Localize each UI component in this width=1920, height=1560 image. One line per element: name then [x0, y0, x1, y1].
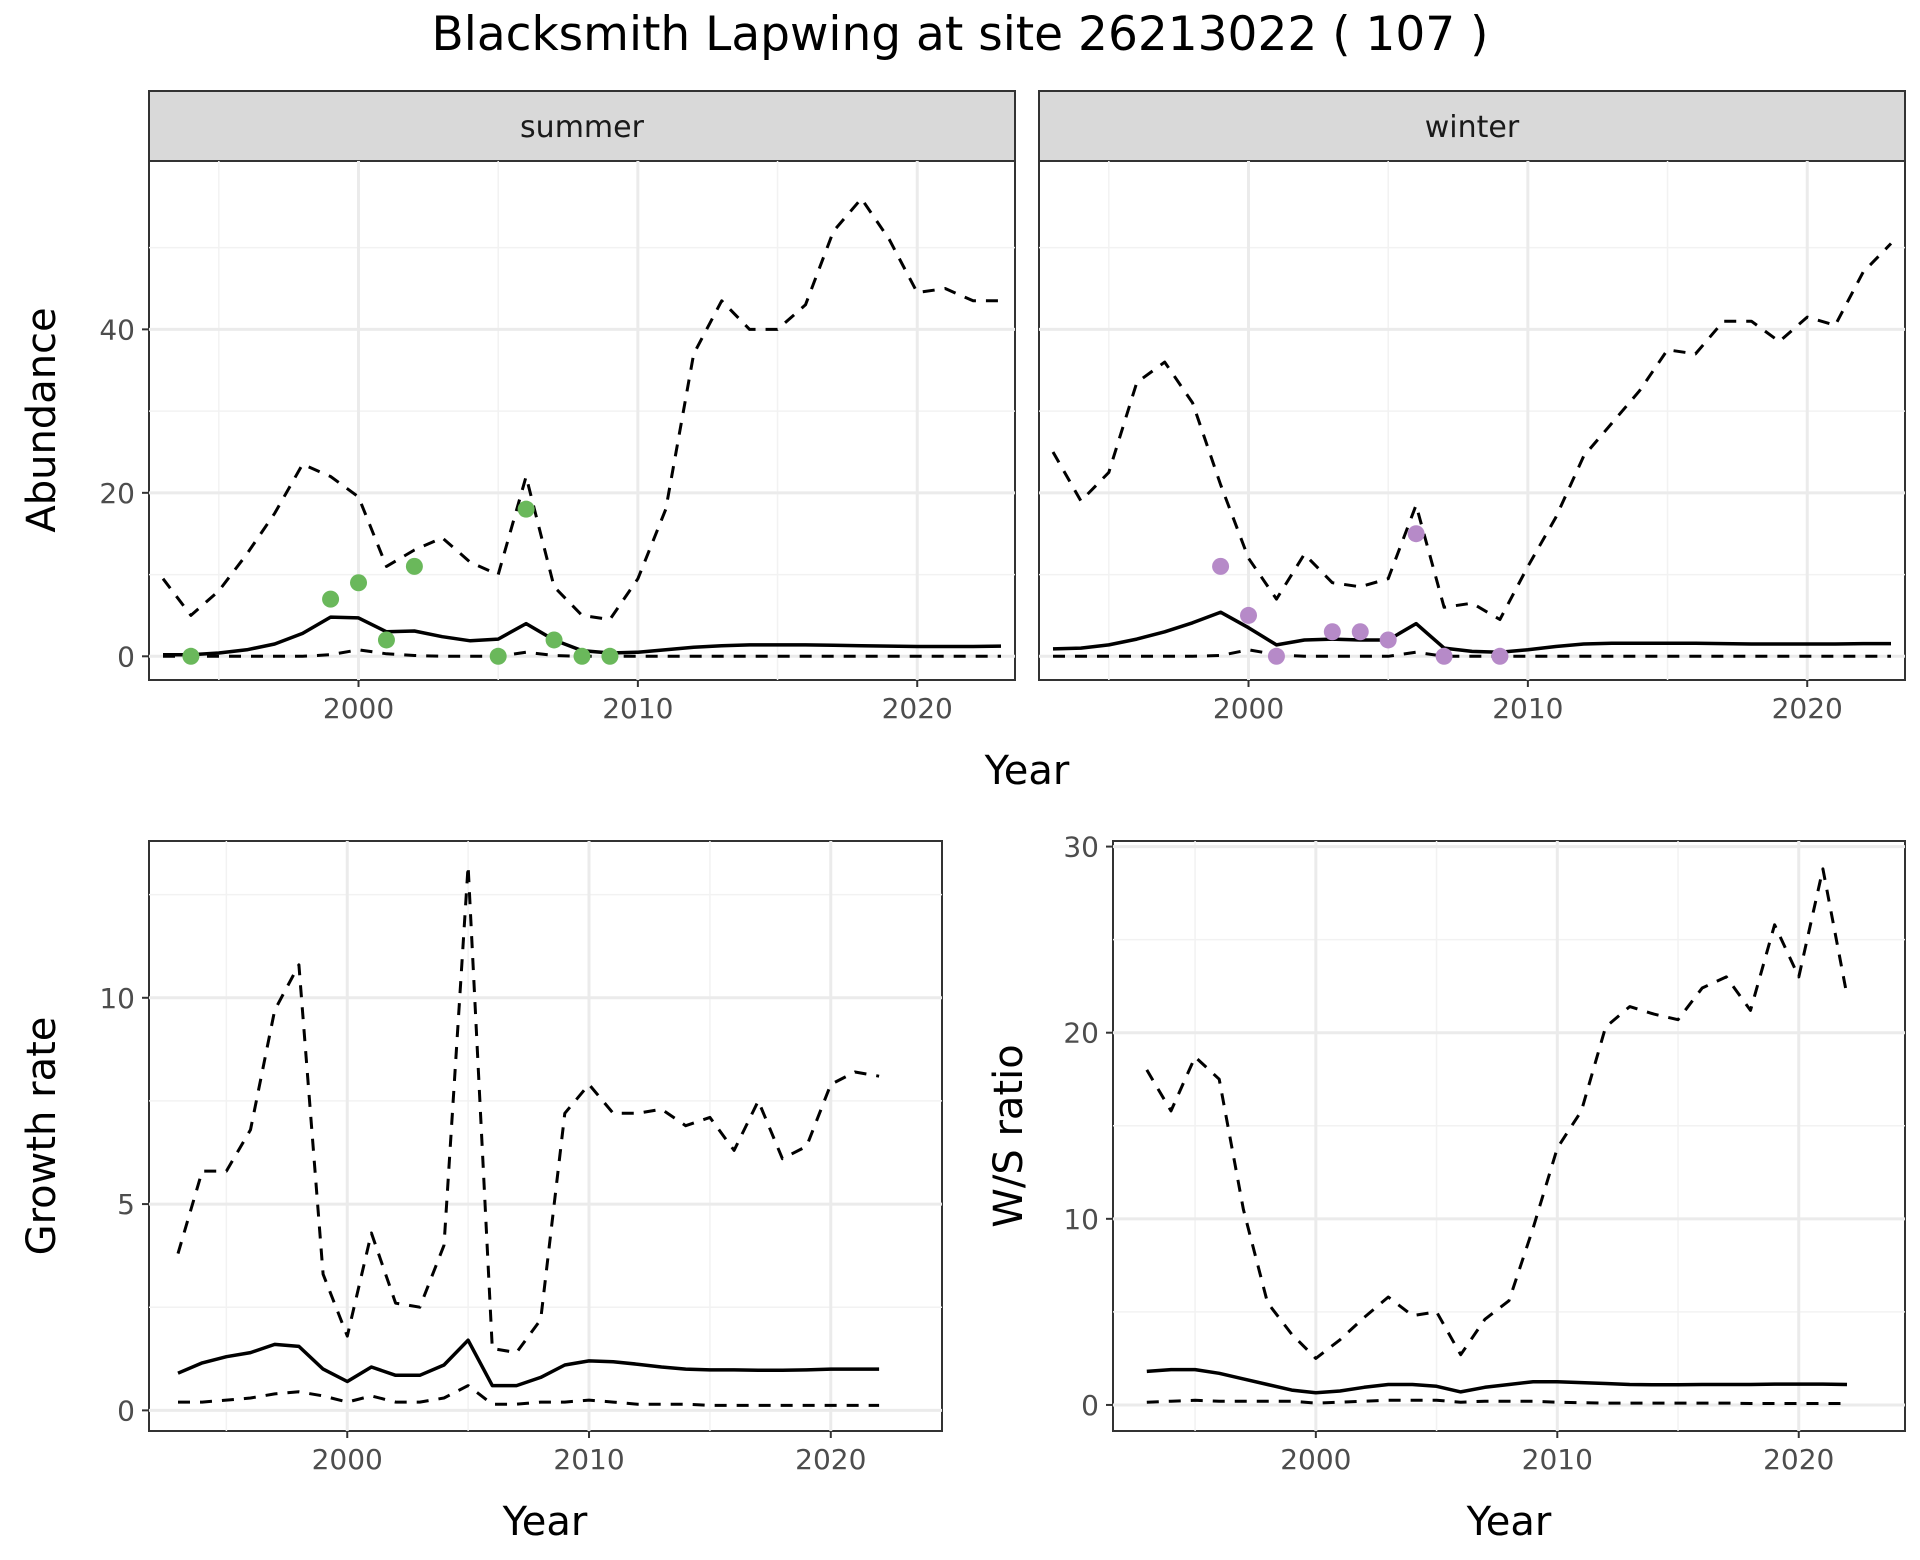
observed-point — [377, 631, 395, 649]
y-tick-label: 10 — [1063, 1203, 1099, 1236]
observed-point — [1240, 606, 1258, 624]
series-line-upper — [1145, 867, 1849, 1360]
observed-point — [1351, 623, 1369, 641]
x-axis-growth: 2000 2010 2020 — [312, 1431, 866, 1476]
observed-point — [601, 647, 619, 665]
observed-point — [1267, 647, 1285, 665]
ws-ratio-panel: 0 10 20 30 2000 2010 2020 Year W/S ratio — [986, 831, 1906, 1545]
facet-strip-summer — [148, 90, 1016, 162]
facet-strip-winter — [1038, 90, 1906, 162]
observed-point — [1407, 525, 1425, 543]
x-tick-label: 2000 — [1213, 692, 1284, 725]
abundance-summer-panel: summer 0 20 40 2000 2010 2020 — [99, 90, 1016, 725]
x-tick-label: 2020 — [882, 692, 953, 725]
observed-point — [489, 647, 507, 665]
plot-area-ratio — [1112, 840, 1906, 1432]
observed-point — [1491, 647, 1509, 665]
series-line-estimate — [1146, 1367, 1848, 1395]
x-axis-title-growth: Year — [502, 1499, 588, 1545]
observed-point — [1212, 557, 1230, 575]
x-tick-label: 2020 — [1763, 1443, 1834, 1476]
y-axis-title-abundance: Abundance — [19, 307, 65, 532]
series-line-lower — [178, 1384, 880, 1407]
y-tick-label: 5 — [117, 1188, 135, 1221]
observed-point — [350, 574, 368, 592]
y-tick-label: 0 — [117, 1394, 135, 1427]
marks-winter — [1051, 242, 1893, 665]
series-line-upper — [1051, 242, 1893, 621]
x-axis-title-ratio: Year — [1466, 1499, 1552, 1545]
x-tick-label: 2010 — [553, 1443, 624, 1476]
y-axis-title-growth: Growth rate — [19, 1017, 65, 1256]
plot-area-winter — [1038, 160, 1906, 681]
observed-point — [1435, 647, 1453, 665]
y-axis-title-ratio: W/S ratio — [986, 1044, 1032, 1227]
y-tick-label: 0 — [117, 640, 135, 673]
observed-point — [517, 500, 535, 518]
grid-summer — [149, 161, 1015, 680]
series-line-upper — [176, 864, 880, 1355]
plot-area-growth — [148, 840, 943, 1432]
y-tick-label: 10 — [99, 982, 135, 1015]
y-axis-ratio: 0 10 20 30 — [1063, 831, 1113, 1422]
y-tick-label: 0 — [1081, 1389, 1099, 1422]
y-tick-label: 20 — [1063, 1017, 1099, 1050]
series-line-lower — [1146, 1398, 1847, 1405]
x-tick-label: 2000 — [1280, 1443, 1351, 1476]
x-axis-summer: 2000 2010 2020 — [323, 680, 953, 725]
y-axis-abundance: 0 20 40 — [99, 313, 149, 673]
observed-point — [1379, 631, 1397, 649]
grid-ratio — [1113, 841, 1905, 1431]
series-line-estimate — [1052, 610, 1891, 654]
marks-ratio — [1145, 867, 1849, 1405]
x-tick-label: 2000 — [323, 692, 394, 725]
x-axis-ratio: 2000 2010 2020 — [1280, 1431, 1834, 1476]
facet-label-summer: summer — [520, 110, 645, 145]
observed-point — [182, 647, 200, 665]
abundance-winter-panel: winter 2000 2010 2020 — [1038, 90, 1906, 725]
observed-point — [573, 647, 591, 665]
y-tick-label: 20 — [99, 477, 135, 510]
series-line-estimate — [177, 1338, 880, 1388]
observed-point — [1323, 623, 1341, 641]
x-tick-label: 2000 — [312, 1443, 383, 1476]
marks-summer — [161, 197, 1002, 665]
x-tick-label: 2020 — [795, 1443, 866, 1476]
y-axis-growth: 0 5 10 — [99, 982, 149, 1427]
x-tick-label: 2010 — [1492, 692, 1563, 725]
x-tick-label: 2010 — [602, 692, 673, 725]
y-tick-label: 30 — [1063, 831, 1099, 864]
series-line-lower — [1053, 648, 1891, 658]
x-axis-winter: 2000 2010 2020 — [1213, 680, 1843, 725]
observed-point — [545, 631, 563, 649]
y-tick-label: 40 — [99, 313, 135, 346]
x-tick-label: 2010 — [1522, 1443, 1593, 1476]
x-tick-label: 2020 — [1772, 692, 1843, 725]
x-axis-title-abundance: Year — [984, 748, 1070, 794]
observed-point — [322, 590, 340, 608]
figure-title: Blacksmith Lapwing at site 26213022 ( 10… — [432, 7, 1489, 62]
facet-label-winter: winter — [1425, 110, 1520, 145]
observed-point — [405, 557, 423, 575]
plot-area-summer — [148, 160, 1016, 681]
marks-growth — [176, 864, 880, 1407]
growth-rate-panel: 0 5 10 2000 2010 2020 Year Growth rate — [19, 840, 943, 1545]
